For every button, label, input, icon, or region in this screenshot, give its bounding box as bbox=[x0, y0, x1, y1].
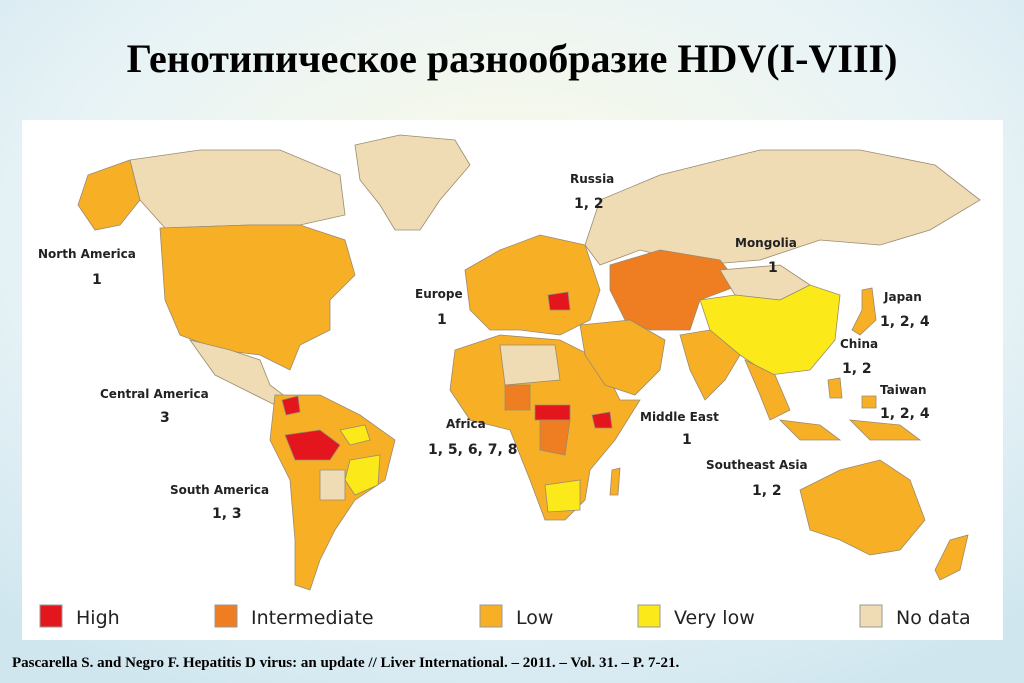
canada-north bbox=[129, 149, 346, 229]
south-africa-verylow bbox=[544, 479, 581, 513]
region-name: Southeast Asia bbox=[706, 458, 808, 472]
region-genotypes: 1 bbox=[437, 312, 447, 328]
madagascar bbox=[609, 467, 621, 496]
central-asia bbox=[609, 249, 741, 331]
region-name: North America bbox=[38, 247, 136, 261]
region-genotypes: 1 bbox=[682, 432, 692, 448]
legend-label: Intermediate bbox=[251, 607, 374, 629]
region-genotypes: 1 bbox=[768, 260, 778, 276]
legend-swatch bbox=[39, 604, 63, 628]
world-map bbox=[77, 134, 981, 591]
central-africa-high bbox=[534, 404, 571, 421]
legend-swatch bbox=[637, 604, 661, 628]
middle-east bbox=[579, 319, 666, 396]
sahara-nodata bbox=[499, 344, 561, 386]
legend: High Intermediate Low Very low No data bbox=[39, 604, 971, 629]
region-name: South America bbox=[170, 483, 269, 497]
australia bbox=[799, 459, 926, 556]
region-genotypes: 1 bbox=[92, 272, 102, 288]
region-genotypes: 1, 2 bbox=[574, 196, 604, 212]
indonesia bbox=[778, 419, 842, 441]
region-genotypes: 1, 2 bbox=[842, 361, 872, 377]
region-labels: North America 1 Central America 3 South Amer… bbox=[38, 172, 930, 522]
legend-swatch bbox=[214, 604, 238, 628]
southeast-asia bbox=[744, 359, 791, 421]
region-name: Central America bbox=[100, 387, 209, 401]
region-genotypes: 1, 2, 4 bbox=[880, 314, 930, 330]
somalia-high bbox=[591, 411, 613, 429]
region-name: Mongolia bbox=[735, 236, 797, 250]
philippines bbox=[827, 377, 843, 399]
region-genotypes: 1, 2, 4 bbox=[880, 406, 930, 422]
legend-label: Low bbox=[516, 607, 553, 629]
region-genotypes: 3 bbox=[160, 410, 170, 426]
region-name: Middle East bbox=[640, 410, 719, 424]
slide-title: Генотипическое разнообразие HDV(I-VIII) bbox=[127, 36, 898, 81]
new-zealand bbox=[934, 534, 969, 581]
region-name: Europe bbox=[415, 287, 463, 301]
japan bbox=[851, 287, 877, 336]
legend-label: No data bbox=[896, 607, 971, 629]
region-genotypes: 1, 3 bbox=[212, 506, 242, 522]
brazil-east-verylow bbox=[344, 454, 381, 496]
region-name: Africa bbox=[446, 417, 486, 431]
romania-high bbox=[547, 291, 571, 311]
legend-label: Very low bbox=[674, 607, 755, 629]
region-genotypes: 1, 5, 6, 7, 8 bbox=[428, 442, 517, 458]
greenland bbox=[354, 134, 471, 231]
citation: Pascarella S. and Negro F. Hepatitis D v… bbox=[12, 655, 680, 671]
amazon-high bbox=[284, 429, 341, 461]
north-america bbox=[159, 224, 356, 371]
region-name: Japan bbox=[883, 290, 922, 304]
new-guinea bbox=[848, 419, 922, 441]
congo-intermediate bbox=[539, 419, 571, 456]
region-name: Taiwan bbox=[880, 383, 927, 397]
region-name: China bbox=[840, 337, 878, 351]
region-name: Russia bbox=[570, 172, 614, 186]
taiwan bbox=[861, 395, 877, 409]
legend-label: High bbox=[76, 607, 120, 629]
brazil-north-verylow bbox=[339, 424, 371, 446]
india bbox=[679, 329, 741, 401]
venezuela-high bbox=[281, 395, 301, 416]
west-africa-intermediate bbox=[504, 384, 531, 411]
region-genotypes: 1, 2 bbox=[752, 483, 782, 499]
legend-swatch bbox=[859, 604, 883, 628]
legend-swatch bbox=[479, 604, 503, 628]
bolivia-nodata bbox=[319, 469, 346, 501]
